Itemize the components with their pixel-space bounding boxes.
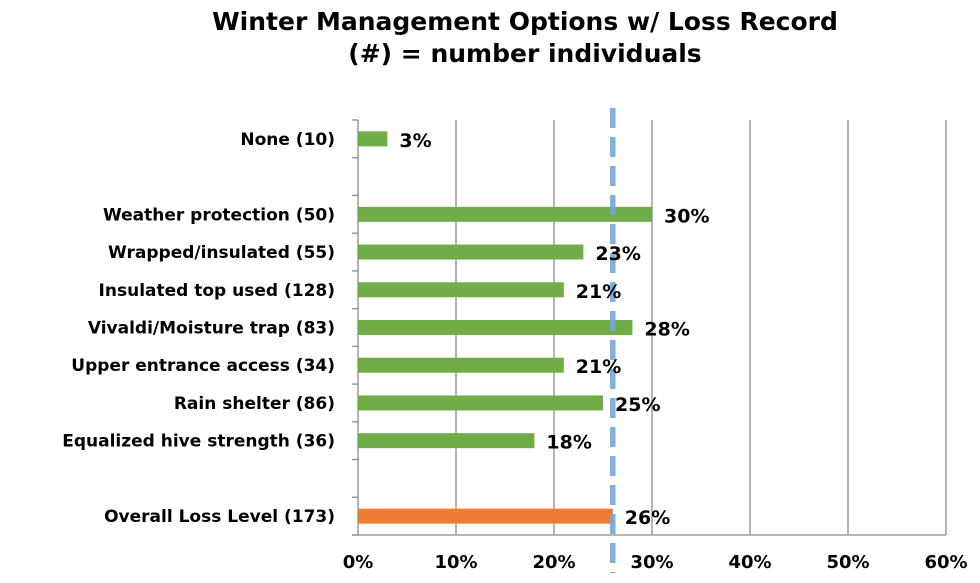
bar [358,395,603,411]
bar [358,433,535,449]
data-label: 30% [664,205,709,227]
category-label: Equalized hive strength (36) [62,432,335,452]
chart-subtitle-line: (#) = number individuals [348,39,702,68]
x-tick-label: 10% [434,552,477,573]
bars [358,131,652,524]
x-tick-label: 60% [924,552,967,573]
data-label: 26% [625,507,670,529]
category-label: Weather protection (50) [103,205,335,225]
x-tick-label: 0% [343,552,374,573]
data-label: 25% [615,394,660,416]
data-label: 21% [576,356,621,378]
data-label: 21% [576,281,621,303]
bar [358,357,564,373]
category-label: Rain shelter (86) [174,394,335,414]
category-label: Insulated top used (128) [99,281,335,301]
data-label: 28% [644,319,689,341]
category-label: Wrapped/insulated (55) [108,243,335,263]
bar [358,206,652,222]
category-label: Upper entrance access (34) [71,356,335,376]
x-tick-label: 50% [826,552,869,573]
category-label: None (10) [240,130,335,150]
labels: 0% 10% 20% 30% 40% 50% 60% None (10) 3% Weather p… [62,130,967,573]
bar [358,282,564,298]
bar [358,320,633,335]
chart-title-line: Winter Management Options w/ Loss Record [212,7,838,36]
x-tick-label: 30% [630,552,673,573]
bar [358,508,613,524]
bar [358,131,388,147]
chart-title: Winter Management Options w/ Loss Record… [0,6,980,70]
data-label: 18% [546,432,591,454]
category-label: Overall Loss Level (173) [104,507,335,527]
bar [358,244,584,260]
x-tick-label: 40% [728,552,771,573]
category-label: Vivaldi/Moisture trap (83) [88,319,335,339]
x-tick-label: 20% [532,552,575,573]
data-label: 23% [595,243,640,265]
data-label: 3% [399,130,431,152]
